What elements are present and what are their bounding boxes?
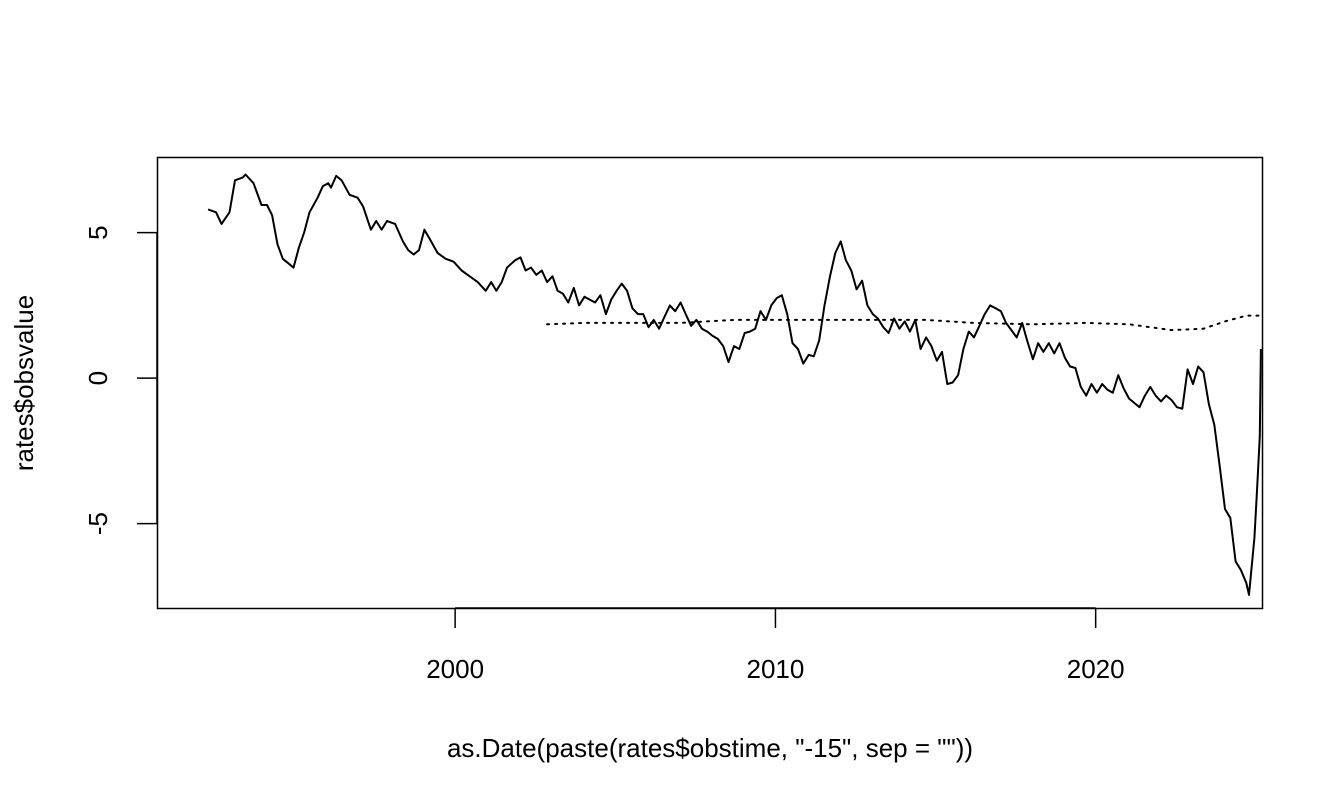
x-tick-label: 2010 <box>747 654 805 684</box>
series-line-1 <box>207 173 1262 596</box>
x-tick-label: 2000 <box>426 654 484 684</box>
y-axis: -5 0 5 <box>83 225 158 535</box>
series-layer <box>207 173 1262 596</box>
x-tick-label: 2020 <box>1067 654 1125 684</box>
x-axis-title: as.Date(paste(rates$obstime, "-15", sep … <box>447 733 973 763</box>
plot-frame <box>156 156 1264 610</box>
x-axis: 2000 2010 2020 <box>426 607 1125 684</box>
y-axis-title: rates$obsvalue <box>9 295 39 471</box>
y-tick-label: -5 <box>83 512 113 535</box>
y-tick-label: 0 <box>83 371 113 385</box>
y-tick-label: 5 <box>83 225 113 239</box>
